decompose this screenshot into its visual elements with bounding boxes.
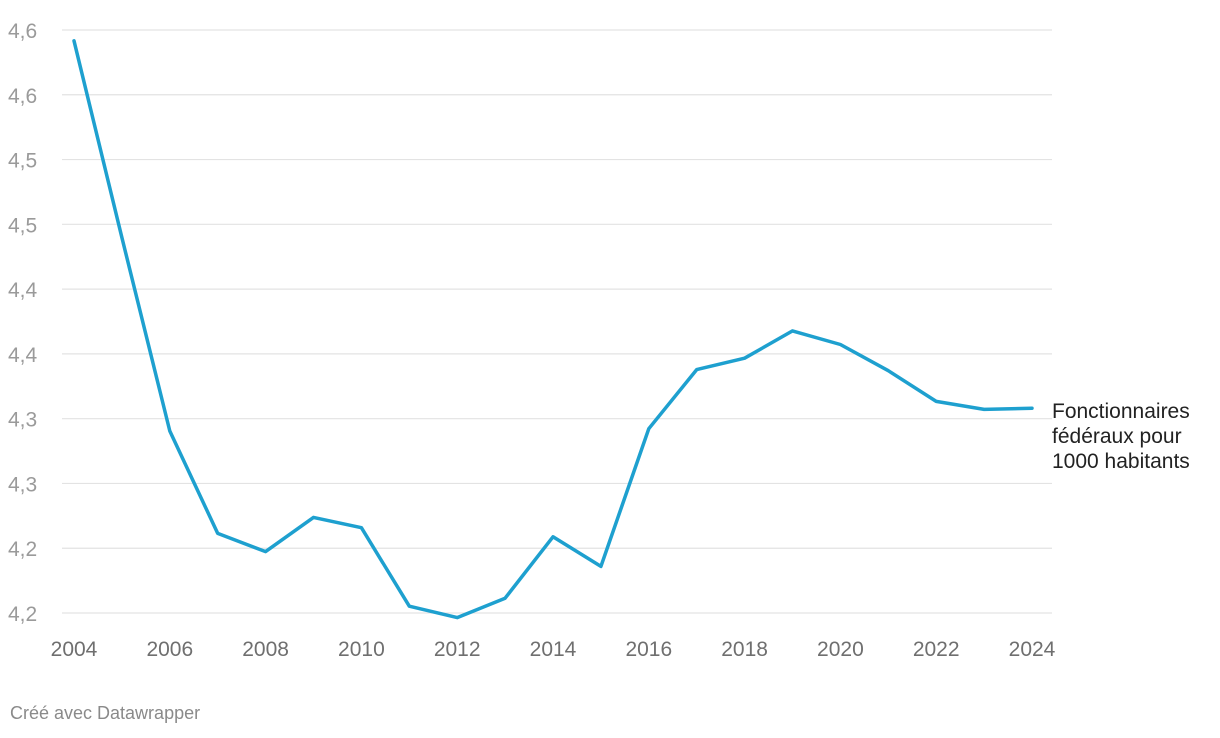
x-tick-label: 2006 [146,638,193,661]
x-tick-label: 2022 [913,638,960,661]
series-label: Fonctionnaires fédéraux pour 1000 habita… [1052,400,1190,473]
y-tick-label: 4,2 [8,538,37,561]
y-tick-label: 4,3 [8,473,37,496]
y-axis-ticks: 4,6 4,6 4,5 4,5 4,4 4,4 4,3 4,3 4,2 4,2 [8,20,38,626]
line-chart: 4,64,64,54,54,44,44,34,34,24,2 2004 2006 2… [8,20,1056,661]
x-tick-label: 2008 [242,638,289,661]
x-tick-label: 2014 [530,638,577,661]
footer-credit: Créé avec Datawrapper [10,703,201,723]
y-tick-label: 4,3 [8,409,37,432]
y-tick-label: 4,4 [8,279,38,302]
y-tick-label: 4,5 [8,150,37,173]
y-tick-label: 4,2 [8,603,37,626]
x-tick-label: 2012 [434,638,481,661]
x-tick-label: 2004 [51,638,98,661]
series-lines [72,39,1034,620]
y-tick-label: 4,6 [8,85,37,108]
x-tick-label: 2018 [721,638,768,661]
gridlines [62,29,1052,614]
x-axis-ticks: 2004 2006 2008 2010 2012 2014 2016 2018 2020 2022… [51,638,1056,661]
y-tick-label: 4,6 [8,20,37,43]
y-tick-label: 4,5 [8,214,37,237]
series-line [72,39,1034,620]
x-tick-label: 2024 [1009,638,1056,661]
y-tick-label: 4,4 [8,344,38,367]
x-tick-label: 2016 [625,638,672,661]
x-tick-label: 2020 [817,638,864,661]
x-tick-label: 2010 [338,638,385,661]
